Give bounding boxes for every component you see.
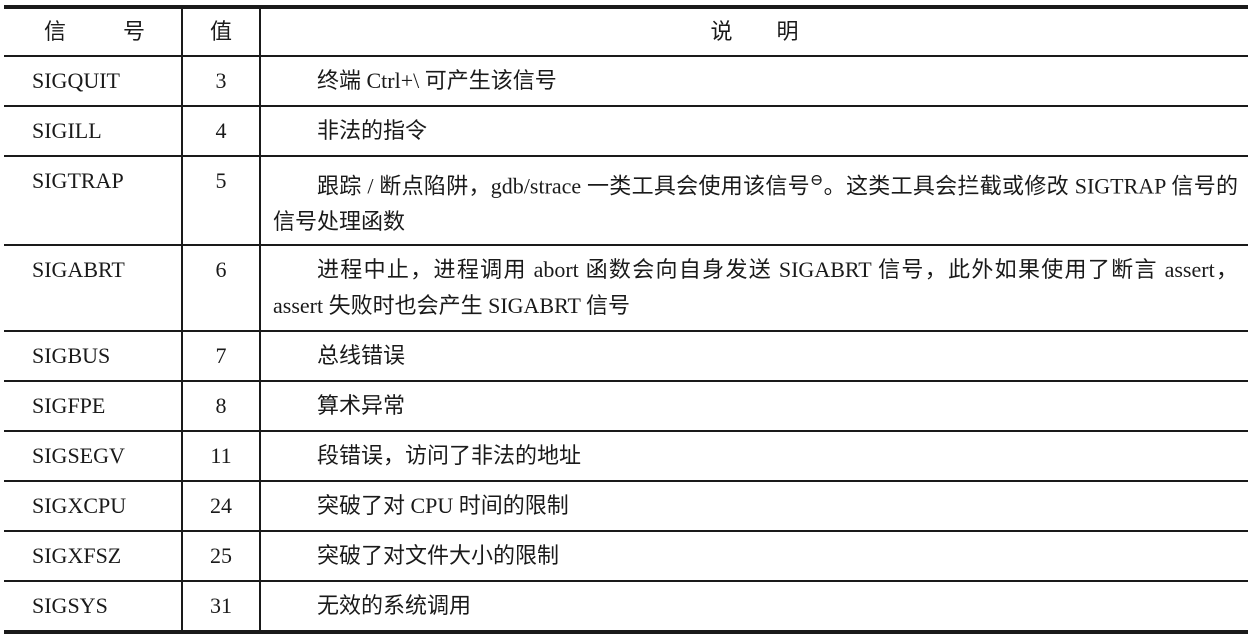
header-description-char: 明 <box>776 19 799 44</box>
signal-value: 4 <box>182 105 261 157</box>
signal-description: 总线错误 <box>260 330 1248 383</box>
signal-value: 25 <box>182 530 261 583</box>
table-row: SIGSYS 31 无效的系统调用 <box>4 580 1248 634</box>
signal-value: 31 <box>182 580 261 634</box>
signal-description: 段错误，访问了非法的地址 <box>260 430 1248 483</box>
signal-name: SIGXCPU <box>4 480 183 533</box>
signal-name: SIGABRT <box>4 244 183 333</box>
description-text: 跟踪 / 断点陷阱，gdb/strace 一类工具会使用该信号 <box>317 173 810 199</box>
footnote-mark: ⊖ <box>809 172 824 189</box>
table-row: SIGTRAP 5 跟踪 / 断点陷阱，gdb/strace 一类工具会使用该信号⊖… <box>4 154 1248 247</box>
signal-description: 算术异常 <box>260 380 1248 433</box>
signal-value: 7 <box>182 330 261 383</box>
signal-description: 无效的系统调用 <box>260 580 1248 634</box>
signal-description: 跟踪 / 断点陷阱，gdb/strace 一类工具会使用该信号⊖。这类工具会拦截… <box>260 154 1248 247</box>
signal-value: 8 <box>182 380 261 433</box>
table-row: SIGSEGV 11 段错误，访问了非法的地址 <box>4 430 1248 483</box>
table-row: SIGFPE 8 算术异常 <box>4 380 1248 433</box>
signal-name: SIGILL <box>4 105 183 157</box>
signal-description: 非法的指令 <box>260 105 1248 157</box>
signal-value: 24 <box>182 480 261 533</box>
table-row: SIGQUIT 3 终端 Ctrl+\ 可产生该信号 <box>4 55 1248 107</box>
header-value: 值 <box>182 6 261 57</box>
signal-name: SIGQUIT <box>4 55 183 107</box>
signal-value: 5 <box>182 154 261 247</box>
signal-name: SIGSEGV <box>4 430 183 483</box>
header-row: 信号 值 说明 <box>4 6 1248 57</box>
signal-name: SIGBUS <box>4 330 183 383</box>
signal-table: 信号 值 说明 SIGQUIT 3 终端 Ctrl+\ 可产生该信号 SIGILL 4… <box>4 5 1248 634</box>
signal-name: SIGXFSZ <box>4 530 183 583</box>
signal-value: 3 <box>182 55 261 107</box>
header-description-char: 说 <box>710 19 733 44</box>
signal-value: 11 <box>182 430 261 483</box>
table-row: SIGBUS 7 总线错误 <box>4 330 1248 383</box>
signal-name: SIGFPE <box>4 380 183 433</box>
signal-name: SIGSYS <box>4 580 183 634</box>
header-description: 说明 <box>260 6 1248 57</box>
signal-value: 6 <box>182 244 261 333</box>
signal-description: 进程中止，进程调用 abort 函数会向自身发送 SIGABRT 信号，此外如果… <box>260 244 1248 333</box>
header-signal: 信号 <box>4 6 183 57</box>
signal-description: 终端 Ctrl+\ 可产生该信号 <box>260 55 1248 107</box>
table-row: SIGXCPU 24 突破了对 CPU 时间的限制 <box>4 480 1248 533</box>
signal-description: 突破了对文件大小的限制 <box>260 530 1248 583</box>
header-signal-char: 信 <box>44 19 67 44</box>
table-row: SIGXFSZ 25 突破了对文件大小的限制 <box>4 530 1248 583</box>
table-row: SIGILL 4 非法的指令 <box>4 105 1248 157</box>
signal-description: 突破了对 CPU 时间的限制 <box>260 480 1248 533</box>
signal-name: SIGTRAP <box>4 154 183 247</box>
description-text: 。这类工具会拦截或修改 SIGTRAP 信号的信号处理函数 <box>273 173 1238 235</box>
table-row: SIGABRT 6 进程中止，进程调用 abort 函数会向自身发送 SIGABRT… <box>4 244 1248 333</box>
header-signal-char: 号 <box>122 19 145 44</box>
